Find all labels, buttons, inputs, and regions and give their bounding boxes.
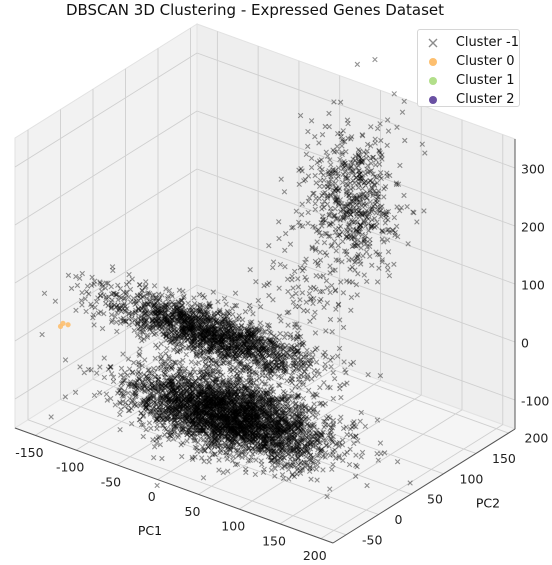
data-point xyxy=(155,483,160,488)
